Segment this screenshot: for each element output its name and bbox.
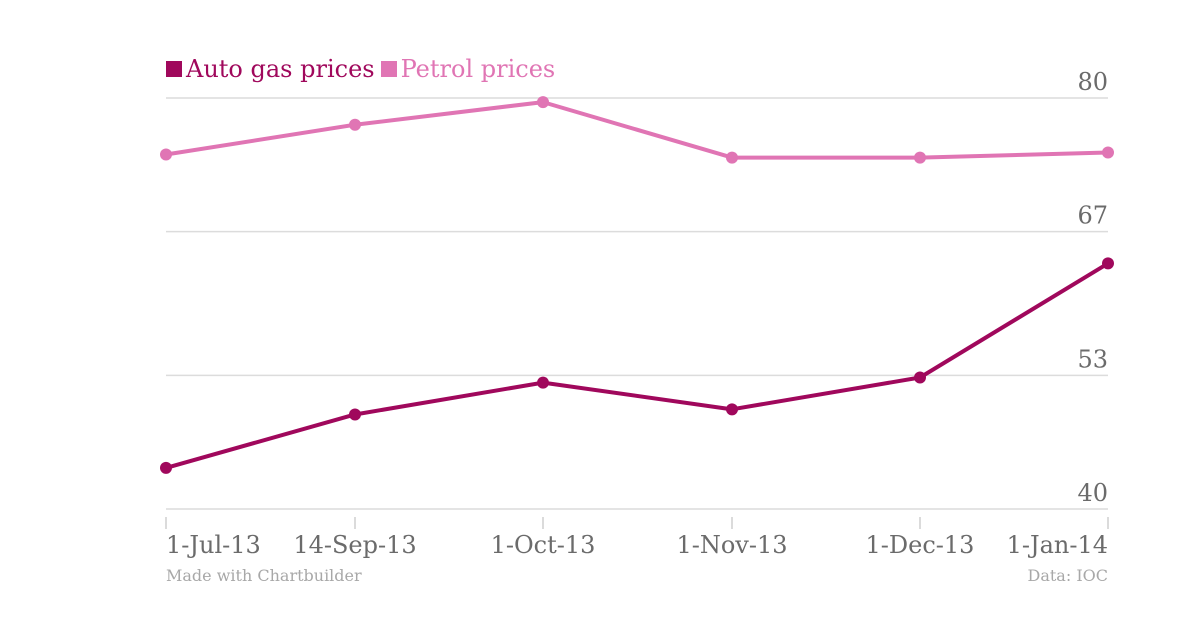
data-source: Data: IOC bbox=[1027, 566, 1109, 585]
data-point bbox=[349, 118, 361, 131]
data-point bbox=[726, 403, 738, 416]
legend-label-petrol: Petrol prices bbox=[400, 55, 556, 83]
y-tick-label: 53 bbox=[1077, 345, 1108, 373]
legend-item-auto-gas: Auto gas prices bbox=[166, 54, 375, 84]
y-tick-label: 80 bbox=[1077, 68, 1108, 96]
x-tick-label: 1-Dec-13 bbox=[866, 531, 975, 559]
x-tick-label: 14-Sep-13 bbox=[293, 531, 416, 559]
x-tick-label: 1-Oct-13 bbox=[491, 531, 596, 559]
series-line bbox=[164, 100, 1110, 160]
data-point bbox=[914, 371, 926, 384]
x-tick-label: 1-Jan-14 bbox=[1007, 531, 1108, 559]
legend-swatch-petrol bbox=[380, 61, 397, 77]
data-point bbox=[1102, 146, 1114, 159]
data-point bbox=[349, 408, 361, 421]
x-tick-label: 1-Jul-13 bbox=[166, 531, 261, 559]
data-point bbox=[537, 376, 549, 389]
legend-label-auto-gas: Auto gas prices bbox=[186, 55, 375, 83]
legend-swatch-auto-gas bbox=[166, 61, 182, 77]
chart-credit: Made with Chartbuilder bbox=[166, 566, 362, 585]
data-point bbox=[726, 151, 738, 164]
x-tick-label: 1-Nov-13 bbox=[676, 531, 787, 559]
data-point bbox=[160, 148, 172, 161]
data-point bbox=[160, 461, 172, 474]
data-point bbox=[914, 151, 926, 164]
series-line bbox=[164, 261, 1110, 470]
y-tick-label: 67 bbox=[1077, 202, 1108, 230]
legend-item-petrol: Petrol prices bbox=[380, 54, 556, 84]
data-point bbox=[537, 96, 549, 109]
data-point bbox=[1102, 257, 1114, 270]
y-tick-label: 40 bbox=[1077, 479, 1108, 507]
chart-legend: Auto gas prices Petrol prices bbox=[166, 54, 561, 84]
